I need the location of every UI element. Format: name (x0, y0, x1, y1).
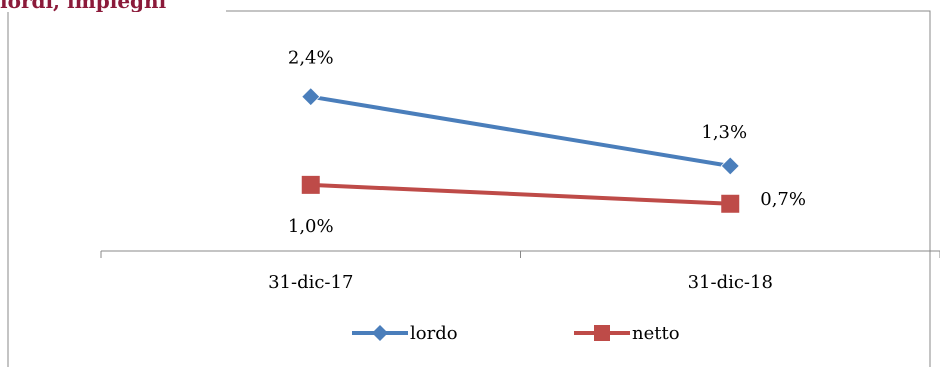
plot-area: 31-dic-17 31-dic-18 2,4% 1,3% 1,0% 0,7% lordo n… (100, 48, 940, 344)
legend-label: netto (632, 323, 680, 344)
legend-label: lordo (410, 323, 458, 344)
netto-point-marker (721, 194, 740, 213)
lordo-point-marker (301, 87, 321, 107)
data-label: 1,0% (288, 216, 334, 237)
netto-legend-marker (594, 325, 610, 341)
netto-point-marker (301, 175, 320, 194)
data-label: 1,3% (701, 122, 747, 143)
lordo-point-marker (720, 156, 740, 176)
chart-border (7, 10, 931, 367)
lordo-series-line (310, 94, 731, 168)
netto-series-line (310, 182, 731, 206)
x-tick-label: 31-dic-17 (268, 272, 353, 293)
lordo-legend-marker (372, 325, 388, 341)
data-label: 2,4% (288, 48, 334, 69)
section-heading: lordi, impieghi (0, 0, 226, 12)
data-label: 0,7% (760, 189, 806, 210)
x-tick-label: 31-dic-18 (688, 272, 773, 293)
